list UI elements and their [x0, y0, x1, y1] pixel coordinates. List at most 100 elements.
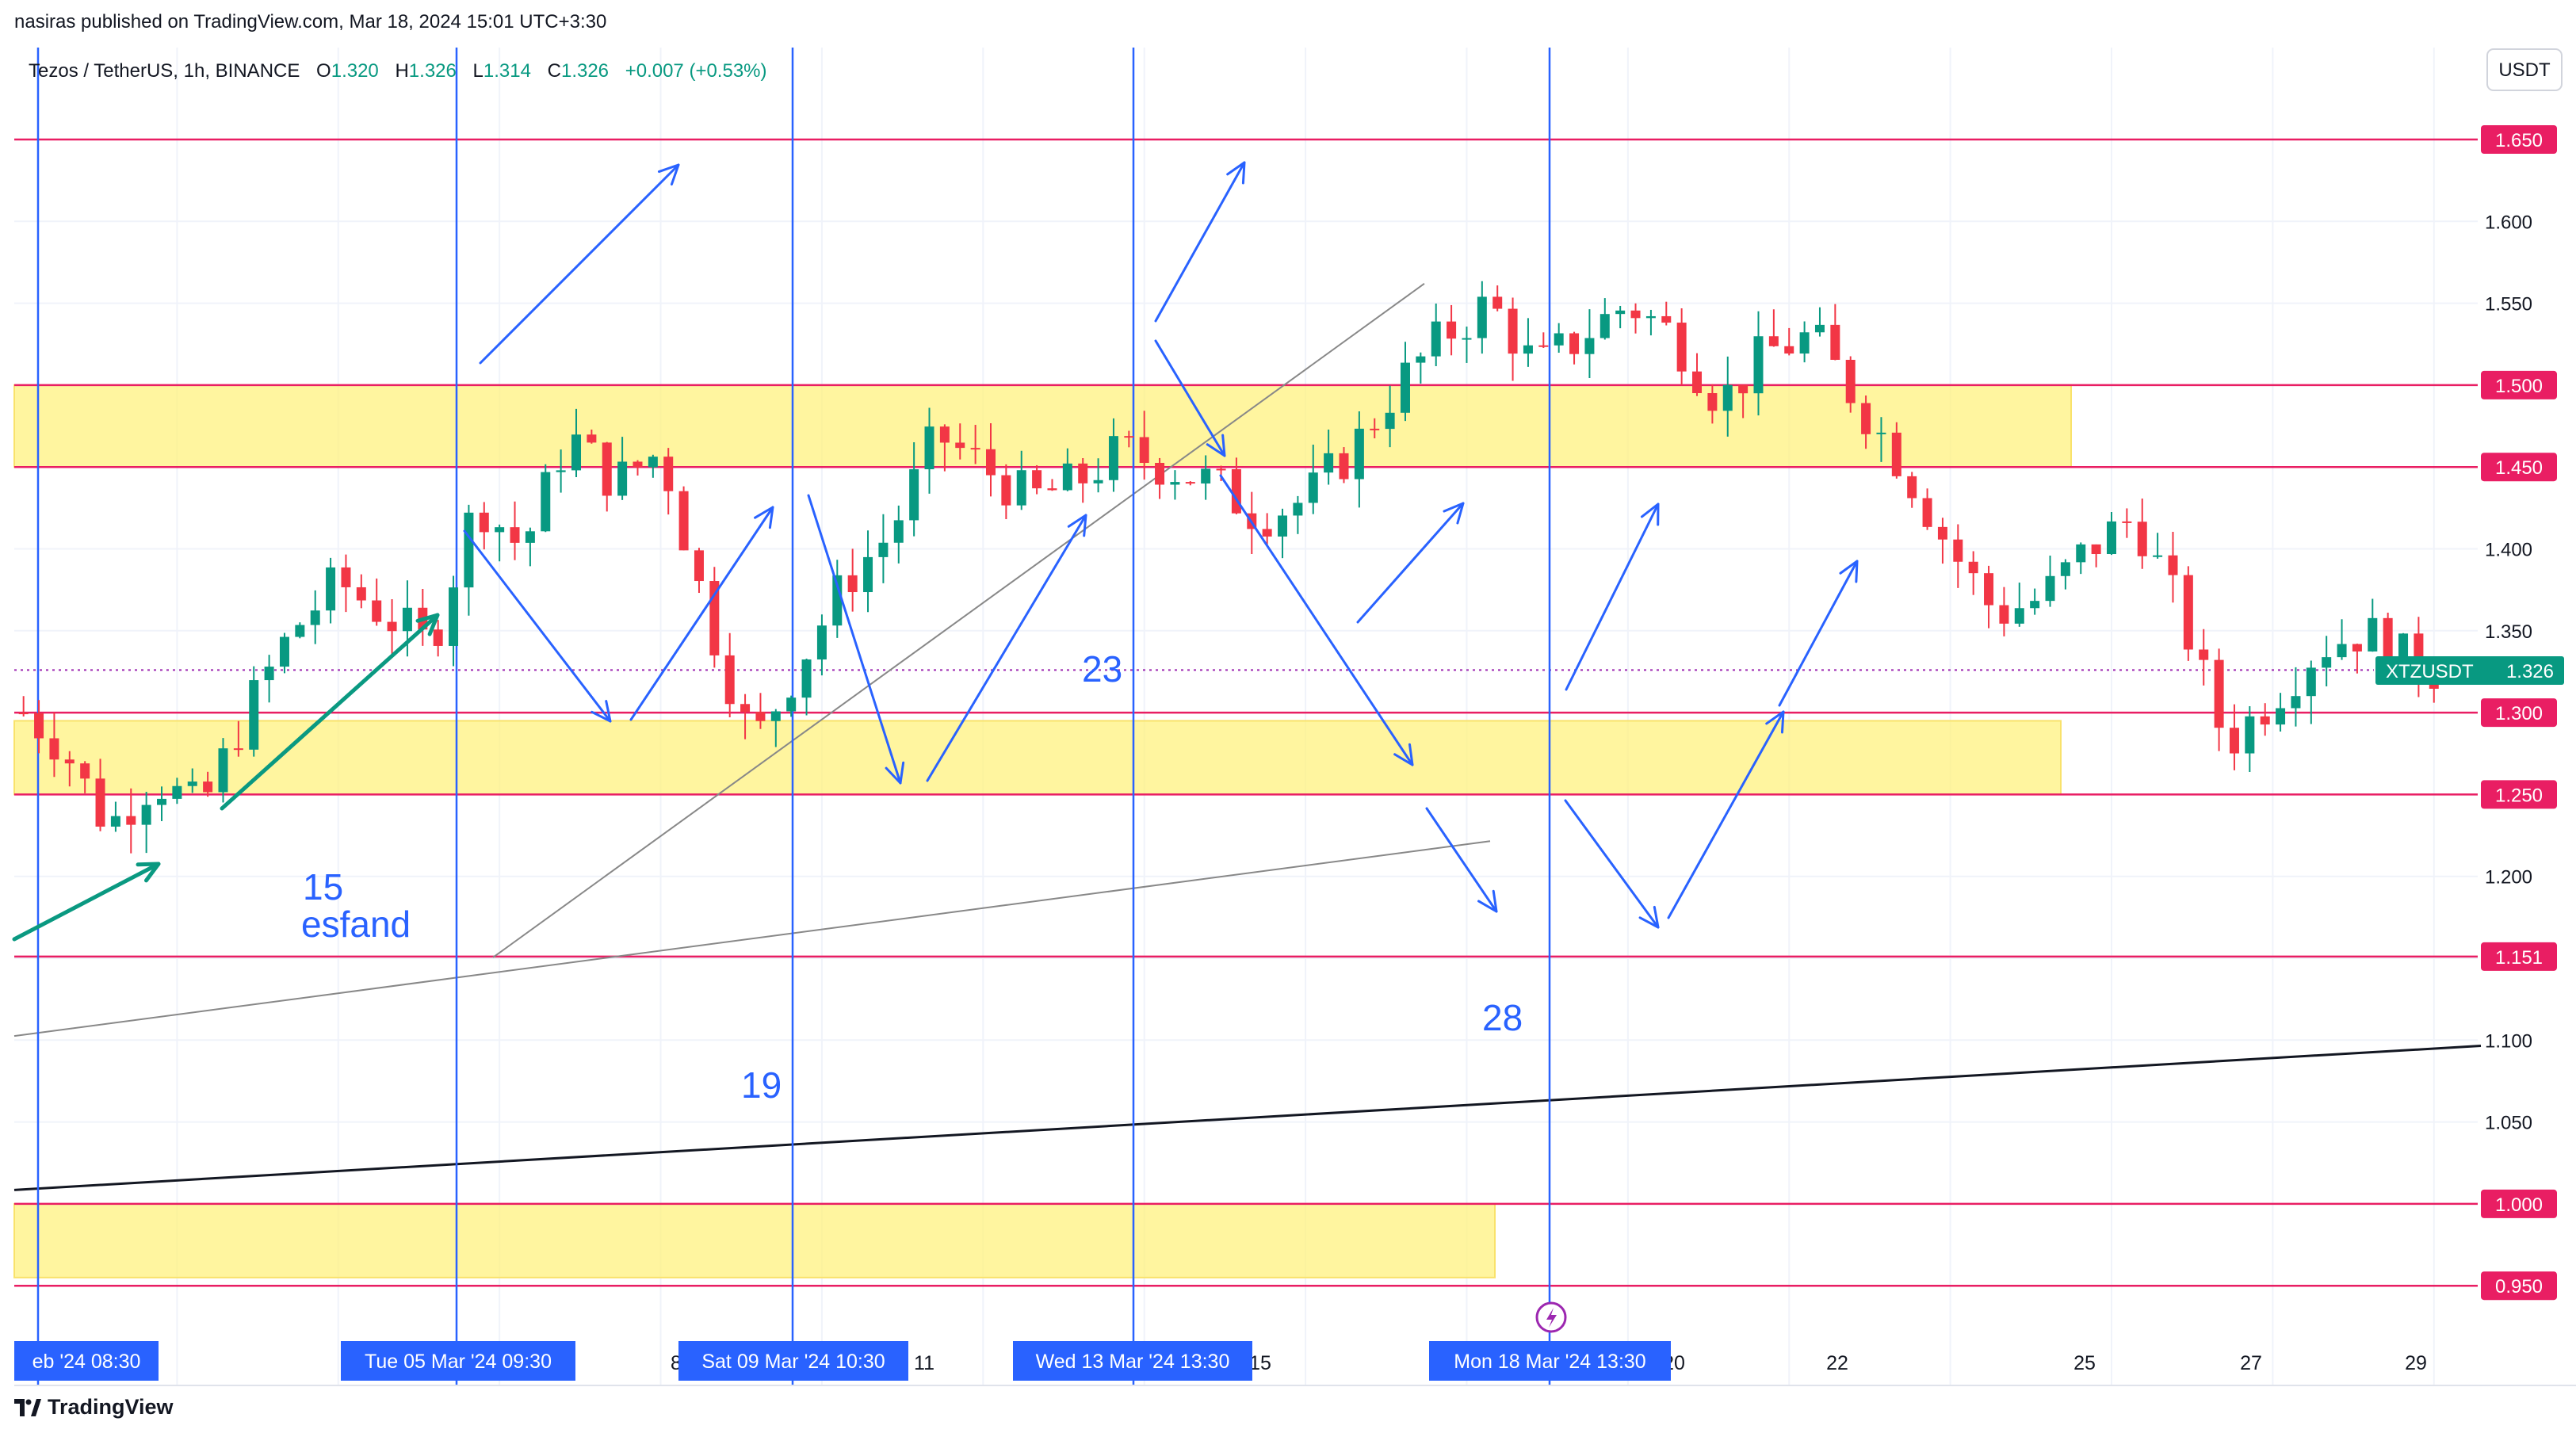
candle	[1385, 385, 1395, 448]
candle	[218, 738, 228, 803]
candle-body	[786, 697, 797, 712]
ticker-price-tag: XTZUSDT 1.326	[2375, 656, 2564, 685]
candle	[878, 514, 889, 583]
price-axis[interactable]: 1.600 1.550 1.400 1.350 1.200 1.100 1.050 1.650…	[2481, 125, 2557, 1301]
candle-body	[2091, 544, 2101, 555]
candle	[2091, 544, 2101, 567]
candle	[510, 501, 520, 560]
arrow-shaft	[1356, 502, 1465, 624]
candle-body	[801, 659, 812, 698]
candle-body	[939, 426, 950, 443]
candle	[663, 448, 674, 515]
candle-body	[2291, 696, 2301, 709]
candle-body	[816, 625, 827, 660]
alert-icon[interactable]	[1535, 1301, 1567, 1333]
candle-body	[617, 461, 628, 496]
candle	[126, 788, 136, 854]
arrow-shaft	[479, 163, 680, 365]
candle	[1968, 551, 1978, 595]
candle	[1830, 304, 1840, 361]
candle	[1477, 281, 1487, 354]
arrow-shaft	[463, 529, 612, 723]
candle	[678, 486, 689, 551]
projection-arrow	[220, 613, 440, 811]
candle-body	[1953, 539, 1963, 562]
candle	[893, 505, 904, 564]
candle	[525, 527, 535, 567]
candle-body	[1032, 470, 1042, 489]
candle-body	[1339, 453, 1349, 480]
candle	[694, 548, 704, 594]
price-tick: 1.550	[2485, 294, 2532, 315]
candle	[2107, 512, 2117, 556]
time-tick: 27	[2240, 1352, 2262, 1374]
candle	[172, 778, 182, 804]
arrow-head	[1393, 743, 1414, 766]
candle-body	[1231, 468, 1241, 514]
candle-body	[1830, 324, 1840, 360]
ticker-name: XTZUSDT	[2386, 661, 2474, 682]
candle-body	[510, 527, 520, 543]
price-level-value: 1.000	[2495, 1194, 2543, 1216]
candle-body	[541, 472, 551, 532]
candle-body	[110, 816, 120, 827]
candle	[2045, 556, 2055, 607]
candle	[2260, 703, 2270, 736]
candle-body	[387, 621, 397, 632]
candle-body	[740, 704, 751, 713]
candle	[1554, 323, 1564, 353]
price-level-value: 1.500	[2495, 376, 2543, 397]
candle-body	[1722, 384, 1733, 411]
candle-body	[341, 567, 351, 587]
candle-body	[1753, 336, 1764, 394]
candle-body	[18, 713, 29, 715]
candle-body	[571, 434, 582, 471]
open-label: O	[316, 60, 331, 82]
candle	[2076, 542, 2086, 575]
candle-body	[1676, 323, 1687, 372]
candle	[1354, 411, 1364, 508]
candle-body	[1738, 384, 1749, 394]
annotation-text: 28	[1482, 997, 1523, 1038]
time-highlight-tag	[14, 1341, 159, 1381]
candle-body	[172, 785, 182, 799]
candle	[1722, 356, 1733, 437]
tradingview-logo-icon	[14, 1398, 41, 1416]
candle	[801, 658, 812, 716]
price-tick: 1.400	[2485, 540, 2532, 561]
currency-button[interactable]: USDT	[2486, 48, 2563, 91]
footer: TradingView	[14, 1395, 174, 1420]
candle	[1339, 447, 1349, 483]
price-zone	[13, 1202, 1496, 1278]
candle	[2306, 660, 2316, 724]
candle-body	[970, 448, 980, 450]
candle	[187, 768, 197, 793]
candle	[1108, 418, 1118, 492]
price-level-tag	[2481, 1271, 2557, 1301]
candle-body	[1799, 332, 1810, 354]
candle-body	[2214, 659, 2224, 728]
candle-body	[1431, 321, 1441, 357]
price-level-tag	[2481, 453, 2557, 482]
candle	[1891, 422, 1901, 479]
candle	[648, 454, 658, 478]
arrow-shaft	[1565, 503, 1660, 691]
arrow-head	[1640, 503, 1660, 526]
arrow-shaft	[1667, 710, 1785, 919]
candle	[1278, 508, 1288, 559]
candle	[264, 655, 274, 703]
candle	[279, 632, 289, 674]
candle	[617, 437, 628, 500]
candle	[1738, 384, 1749, 418]
candle-body	[64, 759, 75, 764]
candle-body	[1416, 356, 1426, 363]
candle-body	[1584, 338, 1595, 354]
arrow-shaft	[1425, 807, 1498, 913]
candle	[1047, 479, 1057, 491]
candle	[479, 502, 489, 550]
candle	[433, 620, 443, 657]
candle-body	[1201, 468, 1211, 484]
arrow-head	[1067, 514, 1087, 537]
